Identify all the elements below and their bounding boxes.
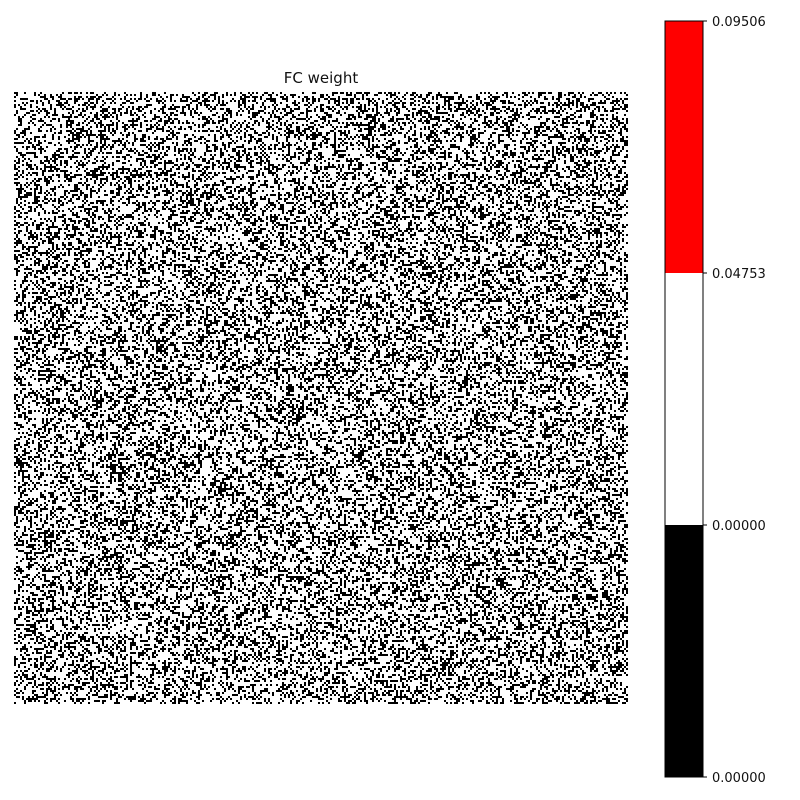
colorbar-segment	[665, 273, 703, 525]
colorbar-segments	[665, 21, 703, 777]
colorbar-tick-label: 0.09506	[712, 15, 766, 30]
chart-title: FC weight	[283, 69, 359, 87]
colorbar-segment	[665, 525, 703, 777]
colorbar-tick-label: 0.00000	[712, 519, 766, 534]
colorbar-tick-label: 0.04753	[712, 267, 766, 282]
heatmap-image	[14, 92, 628, 704]
colorbar-frame	[664, 20, 704, 778]
colorbar-ticks: 0.00000 0.00000 0.04753 0.09506	[703, 15, 766, 786]
colorbar-tick-label: 0.00000	[712, 771, 766, 786]
colorbar: 0.00000 0.00000 0.04753 0.09506	[664, 15, 766, 786]
colorbar-segment	[665, 21, 703, 273]
